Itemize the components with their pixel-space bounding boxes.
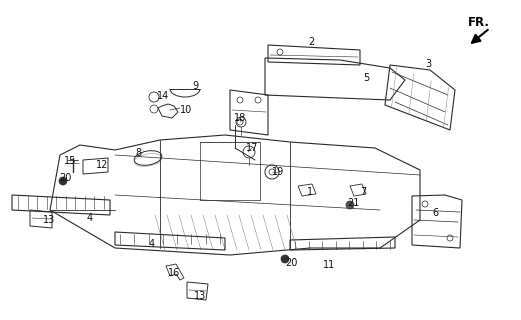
Text: 4: 4	[87, 213, 93, 223]
Text: 20: 20	[59, 173, 71, 183]
Circle shape	[59, 177, 67, 185]
Text: 15: 15	[64, 156, 76, 166]
Text: 10: 10	[180, 105, 192, 115]
Circle shape	[346, 201, 354, 209]
Text: 17: 17	[246, 143, 258, 153]
Text: 20: 20	[285, 258, 297, 268]
Text: 13: 13	[43, 215, 55, 225]
Text: 3: 3	[425, 59, 431, 69]
Text: 12: 12	[96, 160, 108, 170]
Text: 21: 21	[347, 198, 359, 208]
Text: 2: 2	[308, 37, 314, 47]
Text: 4: 4	[149, 239, 155, 249]
Text: 7: 7	[360, 187, 366, 197]
Text: FR.: FR.	[468, 15, 490, 28]
Text: 9: 9	[192, 81, 198, 91]
Text: 8: 8	[135, 148, 141, 158]
Text: 13: 13	[194, 291, 206, 301]
Text: 19: 19	[272, 167, 284, 177]
Text: 16: 16	[168, 268, 180, 278]
Text: 6: 6	[432, 208, 438, 218]
Circle shape	[281, 255, 289, 263]
Text: 11: 11	[323, 260, 335, 270]
Text: 18: 18	[234, 113, 246, 123]
Text: 14: 14	[157, 91, 169, 101]
Text: 1: 1	[307, 187, 313, 197]
Text: 5: 5	[363, 73, 369, 83]
